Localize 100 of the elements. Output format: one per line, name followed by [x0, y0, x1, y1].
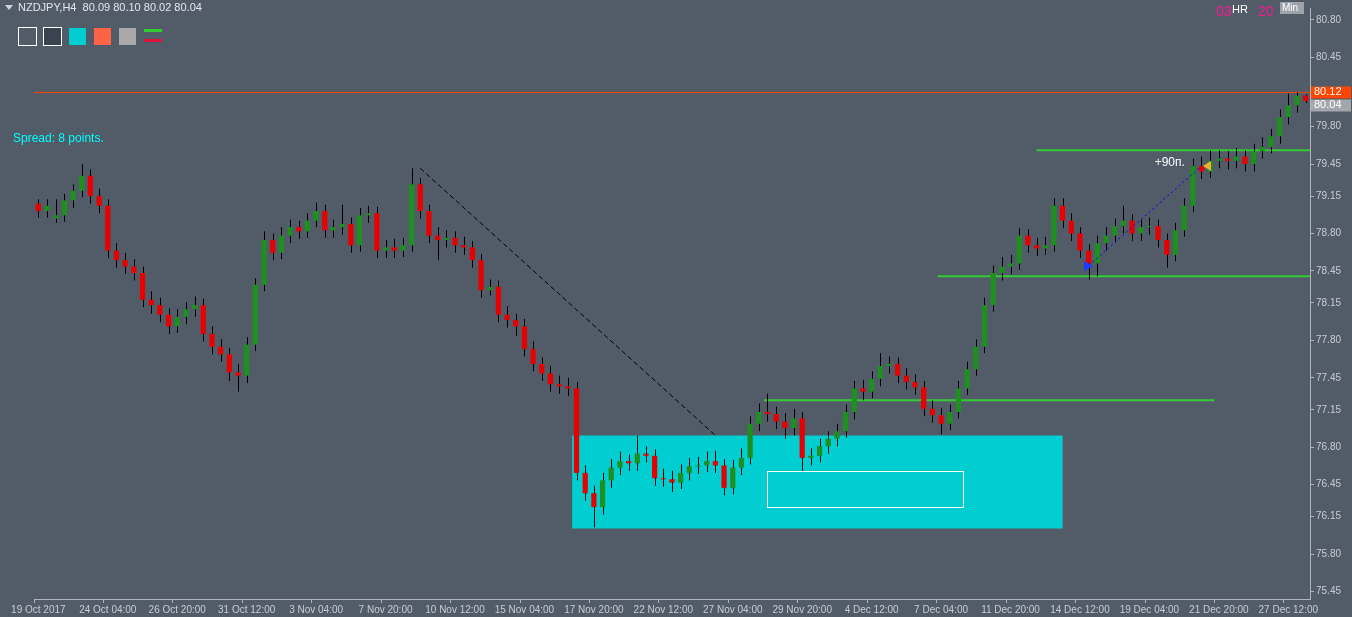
candlestick: [1094, 235, 1100, 277]
x-tick-label: 26 Oct 20:00: [148, 603, 207, 615]
candlestick: [652, 448, 658, 487]
candlestick: [539, 356, 545, 382]
candlestick: [87, 168, 94, 205]
candlestick: [122, 252, 128, 275]
candlestick: [278, 226, 284, 260]
candlestick: [461, 236, 467, 256]
y-tick-label: 75.80: [1316, 547, 1342, 559]
ref-line-label: 80.12: [1314, 85, 1342, 98]
y-tick-label: 79.15: [1316, 189, 1342, 201]
candlestick: [1233, 147, 1239, 169]
y-tick-label: 76.15: [1316, 510, 1342, 522]
candlestick: [235, 363, 241, 393]
candlestick: [1285, 93, 1291, 125]
candlestick: [1198, 156, 1205, 180]
candlestick: [790, 408, 797, 436]
x-tick-label: 19 Dec 04:00: [1119, 603, 1180, 615]
x-tick-label: 29 Nov 20:00: [772, 603, 833, 615]
x-tick-label: 4 Dec 12:00: [844, 603, 900, 615]
y-tick-label: 79.45: [1316, 157, 1342, 169]
candlestick: [513, 313, 519, 337]
candlestick: [1294, 91, 1300, 114]
y-tick-label: 77.15: [1316, 403, 1342, 415]
candlestick: [1112, 218, 1118, 243]
candlestick: [1250, 143, 1257, 173]
chart-title: NZDJPY,H4 80.09 80.10 80.02 80.04: [18, 1, 202, 14]
candlestick: [53, 198, 59, 224]
candlestick: [113, 242, 120, 269]
candlestick: [226, 347, 232, 382]
candlestick: [70, 183, 76, 209]
candlestick: [860, 379, 866, 401]
annotation: 03: [1216, 2, 1232, 19]
candlestick: [1060, 197, 1066, 229]
candlestick: [973, 338, 979, 377]
candlestick: [964, 361, 970, 396]
candlestick: [313, 202, 319, 228]
candlestick: [756, 402, 762, 432]
candlestick: [1259, 136, 1265, 160]
candlestick: [1268, 128, 1274, 154]
x-tick-label: 22 Nov 12:00: [633, 603, 694, 615]
candlestick: [435, 226, 441, 261]
candlestick: [999, 256, 1005, 282]
candlestick: [869, 370, 875, 399]
candlestick: [764, 393, 771, 423]
candlestick: [382, 239, 389, 259]
candlestick: [131, 258, 137, 282]
candlestick: [773, 406, 779, 430]
candlestick: [96, 188, 102, 214]
candlestick: [634, 434, 640, 472]
x-tick-label: 7 Nov 20:00: [358, 603, 413, 615]
x-tick-label: 27 Nov 04:00: [703, 603, 763, 615]
candlestick: [608, 458, 614, 489]
candlestick: [738, 447, 745, 476]
annotation: Min: [1282, 1, 1299, 13]
candlestick: [44, 198, 50, 218]
candlestick: [1155, 219, 1161, 248]
candlestick: [218, 338, 224, 363]
candlestick: [174, 308, 180, 334]
candlestick: [400, 237, 406, 258]
candlestick: [61, 193, 67, 223]
candlestick: [834, 423, 840, 447]
candlestick: [886, 355, 892, 374]
candlestick: [591, 485, 597, 528]
candlestick: [157, 297, 163, 323]
y-tick-label: 79.80: [1316, 120, 1342, 132]
candlestick: [782, 412, 788, 440]
x-tick-label: 17 Nov 20:00: [564, 603, 625, 615]
candlestick: [678, 463, 684, 490]
candlestick: [556, 375, 562, 395]
candlestick: [1138, 219, 1144, 242]
candlestick: [1164, 233, 1170, 269]
x-tick-label: 21 Dec 20:00: [1189, 603, 1250, 615]
candlestick: [712, 449, 719, 474]
annotation: 20: [1258, 2, 1274, 19]
candlestick: [730, 459, 736, 495]
candlestick: [521, 318, 528, 357]
candlestick: [617, 451, 623, 476]
candlestick: [287, 219, 293, 244]
annotation: +90п.: [1154, 155, 1185, 169]
x-tick-label: 19 Oct 2017: [11, 603, 67, 615]
y-tick-label: 78.15: [1316, 296, 1342, 308]
y-tick-label: 77.80: [1316, 334, 1342, 346]
candlestick: [452, 230, 458, 254]
y-tick-label: 76.45: [1316, 478, 1342, 490]
candlestick: [825, 430, 831, 455]
candlestick: [695, 456, 701, 475]
candlestick: [296, 220, 302, 240]
candlestick: [912, 374, 918, 396]
y-tick-label: 78.45: [1316, 264, 1342, 276]
y-tick-label: 76.80: [1316, 440, 1342, 452]
candlestick: [79, 163, 85, 198]
candlestick: [1277, 109, 1283, 145]
y-tick-label: 80.80: [1316, 13, 1342, 25]
candlestick: [843, 403, 849, 439]
candlestick: [704, 451, 710, 473]
candlestick: [348, 216, 354, 254]
candlestick: [1025, 228, 1031, 254]
x-tick-label: 15 Nov 04:00: [494, 603, 555, 615]
candlestick: [35, 198, 41, 218]
